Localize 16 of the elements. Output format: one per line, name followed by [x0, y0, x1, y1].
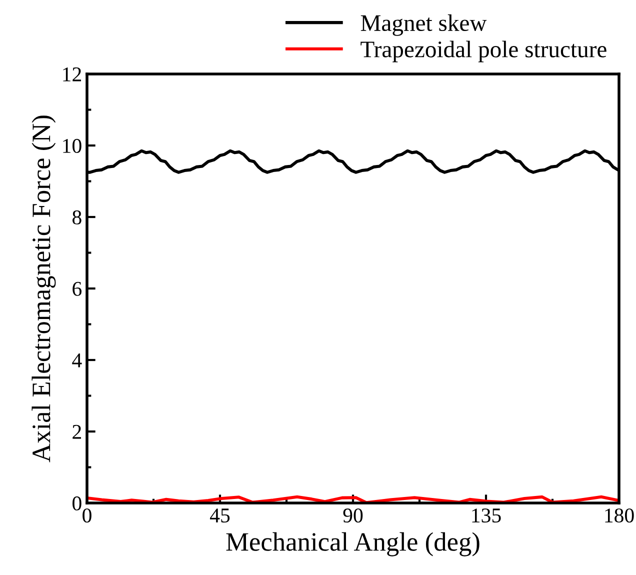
x-tick-label: 45 [210, 508, 230, 523]
y-tick-label: 4 [72, 354, 82, 368]
y-tick-label: 10 [63, 138, 82, 153]
y-tick-label: 0 [72, 496, 82, 510]
x-axis-title: Mechanical Angle (deg) [226, 532, 480, 556]
x-tick-label: 135 [472, 508, 501, 523]
y-tick-label: 2 [72, 424, 81, 439]
x-tick-label: 0 [82, 508, 92, 523]
legend-label: Magnet skew [360, 14, 487, 36]
y-tick-label: 8 [72, 210, 82, 224]
y-tick-label: 12 [63, 67, 81, 82]
x-tick-label: 90 [343, 508, 363, 523]
y-tick-label: 6 [72, 282, 82, 296]
x-tick-label: 180 [605, 508, 634, 523]
y-axis-title: Axial Electromagnetic Force (N) [32, 116, 56, 462]
legend-label: Trapezoidal pole structure [360, 40, 606, 62]
